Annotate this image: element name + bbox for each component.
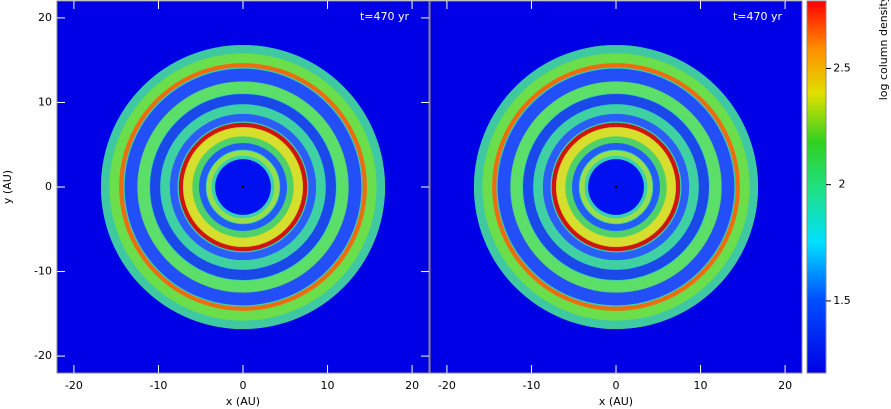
y-tick-label: 0: [45, 180, 52, 193]
y-axis-label: y (AU): [1, 170, 14, 204]
colorbar-label: log column density: [877, 0, 890, 100]
star: [241, 185, 245, 189]
star: [614, 185, 618, 189]
disk-ring: [572, 143, 660, 231]
y-tick-label: 10: [38, 95, 52, 108]
disk-ring: [579, 150, 653, 224]
x-tick-label: -20: [65, 379, 83, 392]
y-tick-label: 20: [38, 11, 52, 24]
disk-ring: [542, 113, 690, 261]
x-tick-label: 0: [613, 379, 620, 392]
disk-ring: [473, 44, 759, 330]
annotation: t=470 yr: [360, 10, 410, 23]
x-tick-label: -10: [522, 379, 540, 392]
disk-image: [100, 44, 386, 330]
disk-ring: [482, 53, 750, 321]
disk-image: [473, 44, 759, 330]
disk-ring: [137, 81, 349, 293]
x-tick-label: 10: [321, 379, 335, 392]
disk-ring: [533, 104, 699, 270]
disk-ring: [199, 143, 287, 231]
disk-ring: [169, 113, 317, 261]
disk-ring: [100, 44, 386, 330]
x-tick-label: -10: [149, 379, 167, 392]
x-tick-label: 10: [694, 379, 708, 392]
x-tick-label: 0: [240, 379, 247, 392]
disk-ring: [565, 136, 667, 238]
x-axis-label: x (AU): [226, 395, 260, 408]
disk-ring: [206, 150, 280, 224]
disk-ring: [124, 68, 362, 306]
x-axis-label: x (AU): [599, 395, 633, 408]
disk-ring: [109, 53, 377, 321]
x-tick-label: 20: [405, 379, 419, 392]
annotation: t=470 yr: [733, 10, 783, 23]
colorbar: [806, 0, 827, 374]
disk-ring: [119, 63, 367, 311]
disk-ring: [551, 122, 681, 252]
y-tick-label: -20: [34, 349, 52, 362]
x-tick-label: -20: [438, 379, 456, 392]
colorbar-tick-label: 2: [839, 178, 846, 191]
disk-ring: [178, 122, 308, 252]
disk-ring: [149, 93, 337, 281]
disk-ring: [492, 63, 740, 311]
disk-ring: [555, 126, 677, 248]
disk-ring: [497, 68, 735, 306]
disk-ring: [510, 81, 722, 293]
disk-ring: [160, 104, 326, 270]
disk-ring: [523, 93, 710, 281]
disk-ring: [192, 136, 294, 238]
colorbar-tick-label: 2.5: [833, 61, 851, 74]
y-tick-label: -10: [34, 265, 52, 278]
x-tick-label: 20: [778, 379, 792, 392]
colorbar-tick-label: 1.5: [833, 294, 851, 307]
disk-ring: [182, 126, 304, 248]
